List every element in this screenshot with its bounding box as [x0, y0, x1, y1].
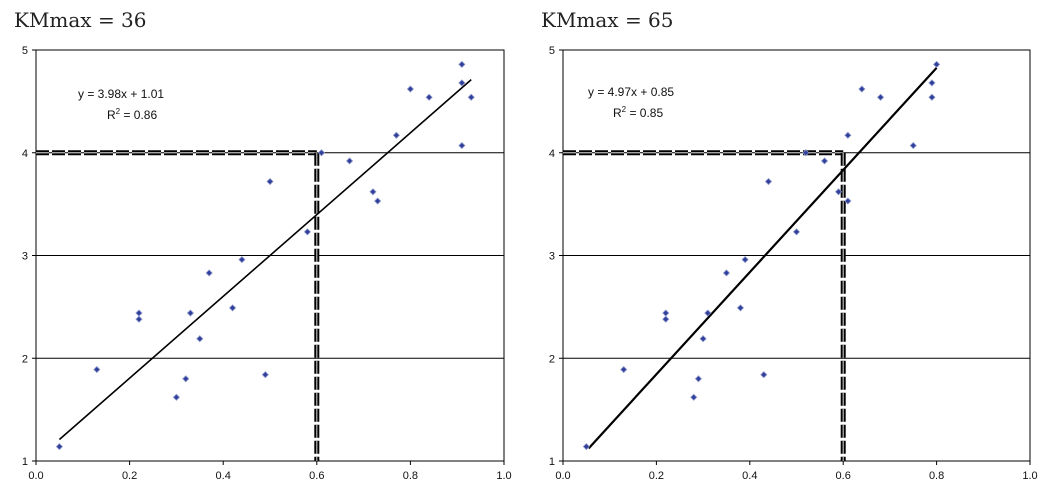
x-tick-label: 0.0	[555, 470, 570, 482]
data-point	[704, 309, 712, 317]
data-point	[690, 393, 698, 401]
trendline	[58, 79, 472, 441]
data-point	[406, 85, 414, 93]
data-point	[662, 309, 670, 317]
r-squared-label: R2 = 0.85	[613, 105, 663, 120]
x-tick-label: 0.6	[309, 470, 324, 482]
data-point	[844, 197, 852, 205]
data-point	[844, 131, 852, 139]
data-point	[196, 335, 204, 343]
y-tick-label: 5	[22, 45, 28, 57]
chart-panel-0: 1 2 3 4 5 0.0 0.2 0.4 0.6 0.8 1.0 y = 3.98x + 1.01 R…	[22, 45, 512, 482]
y-tick-label: 4	[549, 148, 555, 160]
x-tick-label: 0.6	[836, 470, 851, 482]
data-point	[317, 149, 326, 157]
data-point	[467, 93, 475, 101]
trendline-equation: y = 3.98x + 1.01	[78, 87, 164, 101]
data-point	[205, 269, 213, 277]
data-point	[458, 79, 466, 87]
y-tick-label: 1	[22, 456, 28, 468]
data-point	[909, 141, 917, 150]
data-point	[741, 256, 749, 264]
data-point	[620, 365, 628, 374]
data-point	[694, 375, 702, 383]
chart-title-left: KMmax = 36	[14, 8, 147, 32]
x-tick-label: 0.0	[28, 470, 43, 482]
data-point	[425, 93, 433, 101]
data-point	[374, 197, 382, 205]
data-point	[303, 228, 312, 236]
data-point	[760, 371, 768, 379]
data-point	[736, 304, 745, 312]
data-point	[228, 304, 237, 312]
data-point	[369, 188, 377, 196]
data-point	[172, 393, 180, 401]
x-tick-label: 0.4	[216, 470, 231, 482]
data-point	[182, 375, 190, 383]
r-squared-label: R2 = 0.86	[107, 107, 157, 122]
data-point	[764, 177, 773, 186]
data-point	[802, 149, 810, 157]
chart-panel-1: 1 2 3 4 5 0.0 0.2 0.4 0.6 0.8 1.0 y = 4.97x + 0.85 R…	[549, 45, 1038, 482]
data-point	[928, 93, 936, 101]
data-point	[858, 85, 866, 93]
data-point	[261, 371, 269, 379]
data-point	[238, 256, 246, 264]
data-point	[582, 443, 590, 451]
data-point	[820, 157, 829, 165]
data-point	[186, 309, 195, 317]
data-point	[834, 188, 843, 196]
x-tick-label: 0.8	[403, 470, 418, 482]
y-tick-label: 3	[549, 251, 555, 263]
x-tick-label: 1.0	[496, 470, 511, 482]
data-point	[458, 141, 466, 150]
y-tick-label: 2	[549, 353, 555, 365]
data-point	[135, 315, 143, 323]
data-point	[662, 315, 670, 323]
data-point	[928, 79, 936, 87]
x-tick-label: 0.2	[649, 470, 664, 482]
data-point	[722, 269, 731, 277]
data-point	[392, 131, 400, 139]
x-tick-label: 0.4	[742, 470, 757, 482]
data-point	[699, 335, 707, 343]
y-tick-label: 4	[22, 148, 28, 160]
data-point	[266, 177, 274, 186]
chart-title-right: KMmax = 65	[541, 8, 674, 32]
data-point	[93, 365, 101, 374]
x-tick-label: 1.0	[1022, 470, 1037, 482]
y-tick-label: 2	[22, 353, 28, 365]
x-tick-label: 0.2	[122, 470, 137, 482]
data-point	[876, 93, 885, 101]
y-tick-label: 1	[549, 456, 555, 468]
data-point	[458, 60, 466, 68]
data-point	[933, 60, 941, 68]
trendline	[587, 67, 938, 450]
trendline-equation: y = 4.97x + 0.85	[588, 85, 674, 99]
data-point	[55, 443, 63, 451]
data-point	[135, 309, 143, 317]
y-tick-label: 5	[549, 45, 555, 57]
y-tick-label: 3	[22, 251, 28, 263]
data-point	[345, 157, 354, 165]
x-tick-label: 0.8	[929, 470, 944, 482]
data-point	[792, 228, 801, 236]
